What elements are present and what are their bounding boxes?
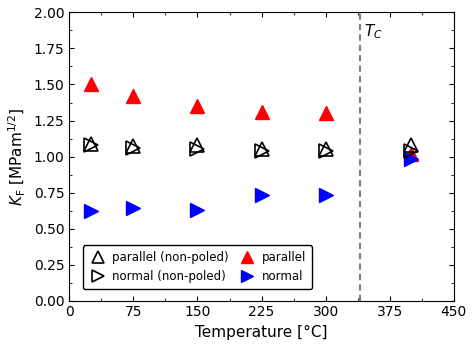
Y-axis label: $\mathit{K}_\mathrm{F}\ \mathrm{[MPam^{1/2}]}$: $\mathit{K}_\mathrm{F}\ \mathrm{[MPam^{1… bbox=[7, 108, 28, 206]
X-axis label: Temperature [°C]: Temperature [°C] bbox=[195, 325, 328, 340]
Text: $T_C$: $T_C$ bbox=[364, 23, 383, 41]
Legend: parallel (non-poled), normal (non-poled), parallel, normal: parallel (non-poled), normal (non-poled)… bbox=[83, 245, 312, 289]
